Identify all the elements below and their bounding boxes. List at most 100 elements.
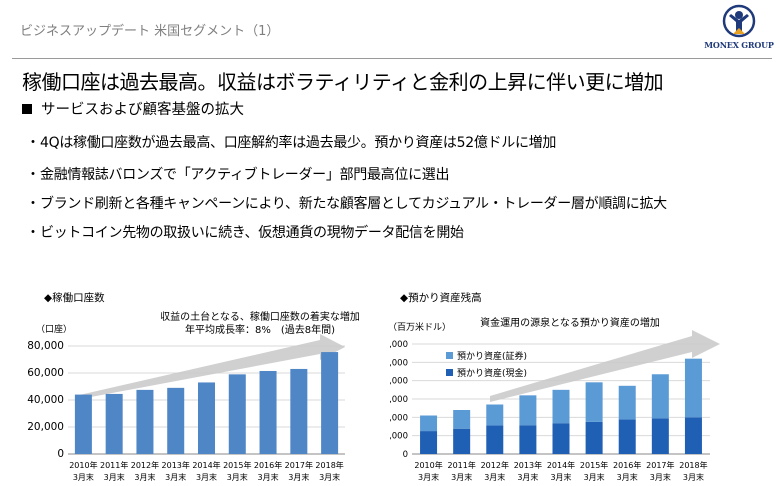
y-tick-label: 20,000 <box>27 421 64 433</box>
bullet-text: ビットコイン先物の取扱いに続き、仮想通貨の現物データ配信を開始 <box>40 225 464 241</box>
bar <box>136 389 154 454</box>
bar-segment <box>420 431 438 454</box>
bullet-item: ・金融情報誌バロンズで「アクティブトレーダー」部門最高位に選出 <box>26 164 449 184</box>
x-tick-label: 2010年 <box>69 460 97 470</box>
y-tick-label: 5,000 <box>390 358 408 368</box>
chart2-note: 資金運用の源泉となる預かり資産の増加 <box>480 318 660 329</box>
x-tick-label: 2014年 <box>547 460 575 470</box>
x-tick-label: 2015年 <box>580 460 608 470</box>
logo-wordmark: MONEX GROUP <box>704 40 774 50</box>
x-tick-label-suffix: 3月末 <box>104 472 125 482</box>
bar-segment <box>519 425 537 454</box>
y-tick-label: 0 <box>57 448 64 460</box>
x-tick-label: 2017年 <box>646 460 674 470</box>
bar-segment <box>618 419 636 454</box>
bar <box>259 370 277 454</box>
chart1-note-line1: 収益の土台となる、稼働口座数の着実な増加 <box>160 312 360 323</box>
bar <box>198 382 215 454</box>
y-tick-label: 60,000 <box>27 367 64 379</box>
header-divider <box>12 58 772 59</box>
bullet-item: ・ビットコイン先物の取扱いに続き、仮想通貨の現物データ配信を開始 <box>26 222 464 242</box>
x-tick-label-suffix: 3月末 <box>227 472 248 482</box>
bar-segment <box>585 382 603 422</box>
x-tick-label: 2015年 <box>223 460 251 470</box>
x-tick-label-suffix: 3月末 <box>650 472 671 482</box>
bar-segment <box>585 421 603 454</box>
y-tick-label: 3,000 <box>390 395 408 405</box>
trend-arrow <box>75 334 345 400</box>
x-tick-label: 2014年 <box>192 460 220 470</box>
bullet-marker: ・ <box>26 135 40 151</box>
chart1-note-line2: 年平均成長率：8% (過去8年間) <box>184 325 336 336</box>
bar-segment <box>453 428 471 454</box>
x-tick-label-suffix: 3月末 <box>196 472 217 482</box>
x-tick-label-suffix: 3月末 <box>683 472 704 482</box>
section-heading-text: サービスおよび顧客基盤の拡大 <box>41 102 244 118</box>
bar <box>167 387 185 454</box>
x-tick-label-suffix: 3月末 <box>319 472 340 482</box>
bullet-text: 金融情報誌バロンズで「アクティブトレーダー」部門最高位に選出 <box>40 167 450 183</box>
bar-segment <box>618 385 636 420</box>
page-title: 稼働口座は過去最高。収益はボラティリティと金利の上昇に伴い更に増加 <box>22 70 664 94</box>
x-tick-label-suffix: 3月末 <box>258 472 279 482</box>
x-tick-label-suffix: 3月末 <box>484 472 505 482</box>
x-tick-label-suffix: 3月末 <box>134 472 155 482</box>
x-tick-label: 2018年 <box>679 460 707 470</box>
bar-segment <box>420 415 438 432</box>
bar-segment <box>519 395 537 426</box>
x-tick-label: 2012年 <box>131 460 159 470</box>
legend-label: 預かり資産(現金) <box>457 367 527 379</box>
bar <box>74 394 92 454</box>
bullet-marker: ・ <box>26 196 40 212</box>
bar <box>321 352 339 454</box>
x-tick-label: 2016年 <box>254 460 282 470</box>
x-tick-label-suffix: 3月末 <box>584 472 605 482</box>
bullet-text: 4Qは稼働口座数が過去最高、口座解約率は過去最少。預かり資産は52億ドルに増加 <box>40 135 557 151</box>
bar-segment <box>651 418 669 454</box>
legend-label: 預かり資産(証券) <box>457 350 527 362</box>
bar <box>105 393 123 454</box>
bullet-marker: ・ <box>26 167 40 183</box>
x-tick-label: 2011年 <box>100 460 128 470</box>
chart2-plot: 0 1,000 2,000 3,000 4,000 5,000 6,000 2010年 3月末 2… <box>390 330 720 482</box>
bar-segment <box>651 374 669 419</box>
y-tick-label: 0 <box>403 450 408 460</box>
square-bullet-icon <box>22 104 32 114</box>
bar-segment <box>552 389 570 424</box>
x-tick-label: 2012年 <box>481 460 509 470</box>
bullet-text: ブランド刷新と各種キャンペーンにより、新たな顧客層としてカジュアル・トレーダー層… <box>40 196 667 212</box>
bar <box>290 368 308 454</box>
chart1-note: 収益の土台となる、稼働口座数の着実な増加 年平均成長率：8% (過去8年間) <box>150 311 370 337</box>
bar-segment <box>684 417 702 454</box>
x-tick-label-suffix: 3月末 <box>418 472 439 482</box>
chart1-title: ◆稼働口座数 <box>44 292 105 304</box>
x-tick-label: 2010年 <box>414 460 442 470</box>
legend-swatch <box>446 352 453 359</box>
y-tick-label: 4,000 <box>390 377 408 387</box>
y-tick-label: 6,000 <box>390 340 408 350</box>
x-tick-label: 2016年 <box>613 460 641 470</box>
y-tick-label: 2,000 <box>390 413 408 423</box>
bullet-item: ・ブランド刷新と各種キャンペーンにより、新たな顧客層としてカジュアル・トレーダー… <box>26 193 667 213</box>
trend-arrow <box>490 330 720 402</box>
bullet-item: ・4Qは稼働口座数が過去最高、口座解約率は過去最少。預かり資産は52億ドルに増加 <box>26 132 556 152</box>
x-tick-label: 2011年 <box>447 460 475 470</box>
bar-segment <box>684 358 702 418</box>
bar-segment <box>453 410 471 429</box>
bar-segment <box>486 404 504 426</box>
x-tick-label: 2018年 <box>315 460 343 470</box>
chart2-title: ◆預かり資産残高 <box>400 292 482 304</box>
bar <box>228 374 246 454</box>
y-tick-label: 40,000 <box>27 394 64 406</box>
x-tick-label: 2013年 <box>162 460 190 470</box>
bar-segment <box>486 425 504 454</box>
section-label: ビジネスアップデート 米国セグメント（1） <box>20 24 280 39</box>
chart1-plot: 0 20,000 40,000 60,000 80,000 2010年 3月末 2011年 3月… <box>27 334 345 482</box>
x-tick-label-suffix: 3月末 <box>617 472 638 482</box>
legend-swatch <box>446 369 453 376</box>
x-tick-label-suffix: 3月末 <box>165 472 186 482</box>
section-heading: サービスおよび顧客基盤の拡大 <box>22 98 244 119</box>
x-tick-label: 2017年 <box>285 460 313 470</box>
y-tick-label: 80,000 <box>27 340 64 352</box>
x-tick-label-suffix: 3月末 <box>517 472 538 482</box>
